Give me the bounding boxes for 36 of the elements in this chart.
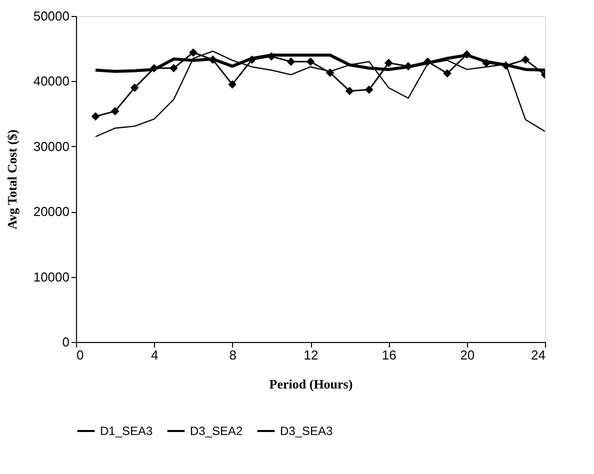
legend-label: D3_SEA3 [280, 424, 334, 438]
x-axis-title: Period (Hours) [269, 376, 353, 392]
point [306, 57, 315, 66]
point [267, 52, 276, 61]
point [364, 85, 374, 94]
x-tick-label: 8 [229, 348, 236, 362]
y-tick-label: 30000 [33, 138, 70, 154]
point [189, 48, 198, 57]
point [150, 64, 158, 72]
line-series [94, 50, 545, 138]
point [443, 69, 452, 78]
y-axis-title: Avg Total Cost ($) [4, 130, 20, 230]
y-tick-label: 40000 [33, 74, 70, 89]
x-tick-label: 12 [304, 348, 318, 362]
x-tick-label: 24 [531, 348, 546, 362]
y-tick-label: 20000 [33, 204, 70, 220]
point [462, 50, 472, 59]
x-tick-label: 4 [151, 348, 158, 362]
legend-label: D3_SEA2 [190, 424, 244, 438]
y-tick-label: 50000 [33, 8, 70, 24]
point [91, 112, 100, 121]
point [110, 107, 120, 116]
point [208, 56, 217, 64]
x-tick-label: 16 [382, 348, 396, 362]
point [130, 84, 139, 92]
legend-label: D1_SEA3 [100, 424, 154, 438]
point [384, 58, 393, 68]
point [170, 64, 178, 72]
y-tick-label: 0 [62, 334, 70, 350]
point [345, 86, 354, 96]
point [286, 57, 296, 66]
point [228, 80, 237, 89]
point [521, 56, 530, 64]
y-tick-label: 10000 [33, 269, 70, 284]
x-tick-label: 0 [76, 348, 84, 362]
x-tick-label: 20 [460, 348, 475, 362]
